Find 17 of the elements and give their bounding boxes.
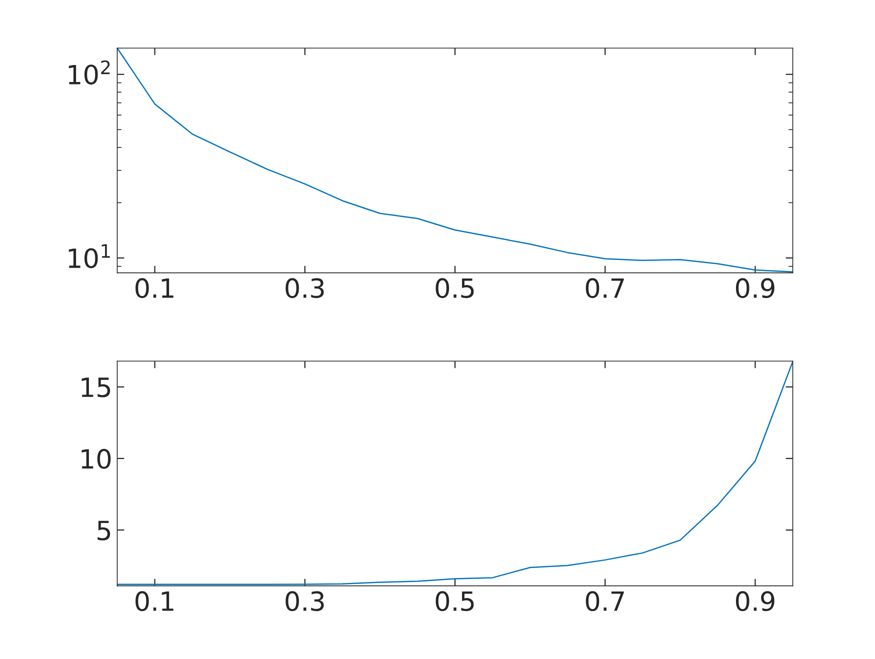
x-tick-label: 0.3 [286, 591, 324, 612]
y-tick-label: 10 [82, 448, 111, 469]
x-tick-label: 0.5 [436, 278, 474, 298]
line-series [117, 361, 793, 586]
x-tick-label: 0.3 [286, 278, 324, 298]
y-tick-label: 5 [98, 520, 110, 540]
x-tick-label: 0.9 [736, 278, 774, 298]
x-tick-label: 0.7 [586, 278, 624, 298]
x-tick-label: 0.9 [736, 591, 774, 612]
x-tick-label: 0.5 [436, 591, 474, 612]
line-series [117, 48, 793, 272]
y-tick-label: 15 [82, 378, 110, 398]
x-tick-label: 0.1 [136, 591, 174, 612]
y-tick-label: 10$^{2}$ [68, 60, 110, 85]
y-tick-label: 10$^{1}$ [68, 244, 110, 268]
x-tick-label: 0.1 [136, 278, 174, 298]
x-tick-label: 0.7 [586, 591, 624, 612]
